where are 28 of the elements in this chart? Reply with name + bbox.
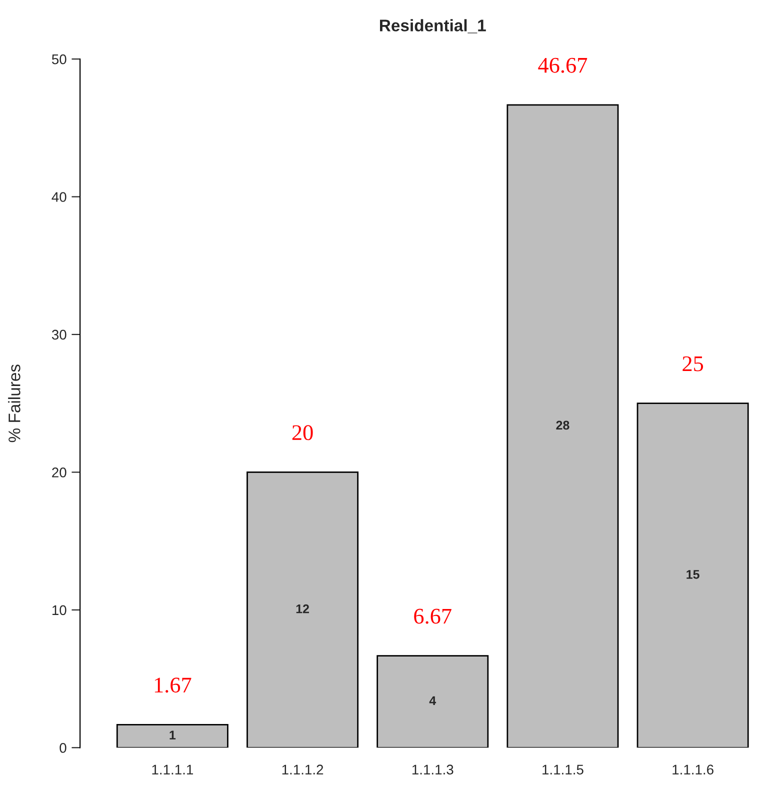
data-label: 20	[292, 425, 313, 440]
y-axis-title: % Failures	[8, 364, 20, 442]
data-label: 6.67	[414, 608, 452, 624]
y-tick-label: 50	[52, 54, 66, 64]
y-tick-label: 40	[52, 192, 66, 202]
bar	[506, 104, 619, 748]
annotation: 28	[556, 420, 570, 430]
bar	[376, 655, 489, 748]
y-tick-label: 0	[60, 742, 66, 753]
x-tick-label: 1.1.1.1	[152, 764, 193, 774]
y-tick-label: 10	[52, 605, 66, 616]
bar	[636, 402, 749, 748]
x-tick-label: 1.1.1.2	[282, 764, 324, 774]
bar	[246, 472, 359, 748]
y-tick-label: 30	[52, 330, 66, 340]
annotation: 15	[686, 570, 700, 579]
x-tick-label: 1.1.1.5	[542, 764, 584, 775]
data-label: 25	[682, 356, 704, 372]
x-tick-label: 1.1.1.6	[672, 764, 714, 775]
annotation: 12	[296, 604, 309, 614]
y-tick-label: 20	[52, 468, 66, 478]
data-label: 1.67	[154, 678, 192, 693]
data-label: 46.67	[538, 58, 588, 73]
annotation: 4	[429, 696, 436, 705]
bar	[116, 724, 228, 748]
x-tick-label: 1.1.1.3	[412, 764, 454, 775]
chart-title: Residential_1	[380, 19, 486, 34]
annotation: 1	[170, 730, 176, 740]
